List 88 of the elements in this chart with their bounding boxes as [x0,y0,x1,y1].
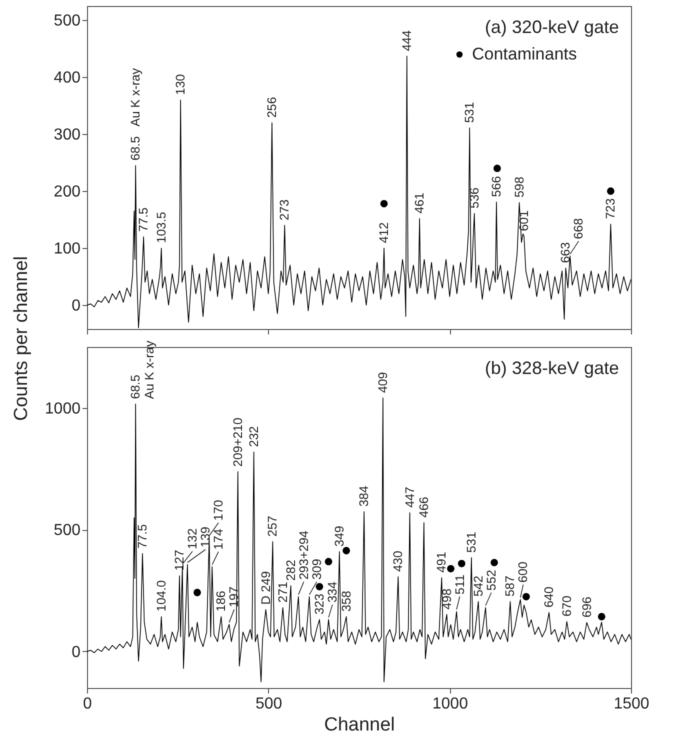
annotation: 536 [467,187,482,208]
y-tick-label: 500 [54,12,81,30]
y-tick-label: 100 [54,240,81,258]
annotation: 358 [339,590,354,612]
point [598,612,606,620]
annotation: 668 [572,218,586,240]
x-axis-title: Channel [324,714,395,736]
annotation: 309 [310,558,324,580]
annotation: 349 [332,526,346,547]
annotation: 600 [516,562,530,583]
y-tick-label: 300 [54,126,81,144]
annotation: 257 [266,516,280,537]
annotation: 723 [604,198,618,220]
y-tick-label: 400 [54,70,81,87]
annotation: 696 [580,596,594,618]
y-tick-label: 0 [72,644,81,661]
annotation: 461 [412,192,427,214]
x-tick-label: 0 [83,696,92,712]
point [324,558,332,566]
text: (b) 328-keV gate [484,358,619,378]
annotation: 542 [471,576,486,597]
y-tick-label: 0 [72,298,81,315]
annotation: 197 [227,586,242,608]
annotation: 186 [214,590,228,612]
annotation: 232 [246,426,261,447]
point [490,558,498,566]
legend-label: Contaminants [472,44,577,64]
annotation: 670 [560,596,574,617]
annotation: Au K x-ray [128,67,143,127]
annotation: 552 [484,570,498,591]
annotation: 282 [284,560,298,581]
y-tick-label: 500 [54,522,81,540]
y-tick-label: 200 [54,184,81,201]
annotation: 640 [542,586,556,608]
point [316,582,324,590]
annotation: 412 [377,222,392,244]
annotation: 170 [211,500,226,521]
annotation: 323 [312,594,326,615]
annotation: 447 [402,486,417,508]
annotation: 271 [276,582,290,603]
annotation: 598 [512,176,526,198]
point [380,200,388,208]
annotation: 174 [211,528,226,550]
annotation: 130 [174,74,188,95]
point [493,164,501,172]
annotation: 127 [172,550,186,571]
y-axis-title: Counts per channel [10,256,32,421]
annotation: 68.5 [128,374,143,399]
annotation: 511 [452,574,467,595]
annotation: 531 [464,532,478,553]
annotation: 104.0 [154,580,168,612]
x-tick-label: 500 [255,696,282,712]
annotation: 77.5 [135,524,150,549]
annotation: 663 [558,242,573,264]
annotation: 491 [434,552,449,573]
annotation: 77.5 [136,207,151,232]
annotation: 531 [462,102,477,123]
annotation: 498 [440,588,454,610]
annotation: 384 [357,486,372,507]
x-tick-label: 1500 [614,696,650,712]
point [606,187,614,195]
annotation: 566 [489,176,504,197]
annotation: 444 [400,30,414,52]
annotation: 139 [198,526,212,548]
annotation: 293+294 [296,530,311,580]
annotation: 132 [185,528,200,550]
annotation: 334 [325,582,340,603]
y-tick-label: 1000 [44,400,81,418]
point [342,546,350,554]
annotation: D 249 [258,571,273,605]
point [458,560,466,568]
x-tick-label: 1000 [432,696,468,712]
annotation: 256 [264,96,279,118]
annotation: 587 [503,576,518,597]
point [194,588,201,596]
annotation: 209+210 [230,418,245,467]
annotation: 430 [391,550,406,572]
annotation: 103.5 [154,212,168,244]
line-series [87,398,631,682]
point [447,564,454,572]
annotation: Au K x-ray [142,340,157,399]
annotation: 273 [278,199,292,220]
annotation: 601 [517,210,532,232]
annotation: 409 [376,372,390,393]
text: (a) 320-keV gate [484,17,619,37]
annotation: 68.5 [128,136,143,161]
point [522,592,530,600]
annotation: 466 [416,496,431,518]
